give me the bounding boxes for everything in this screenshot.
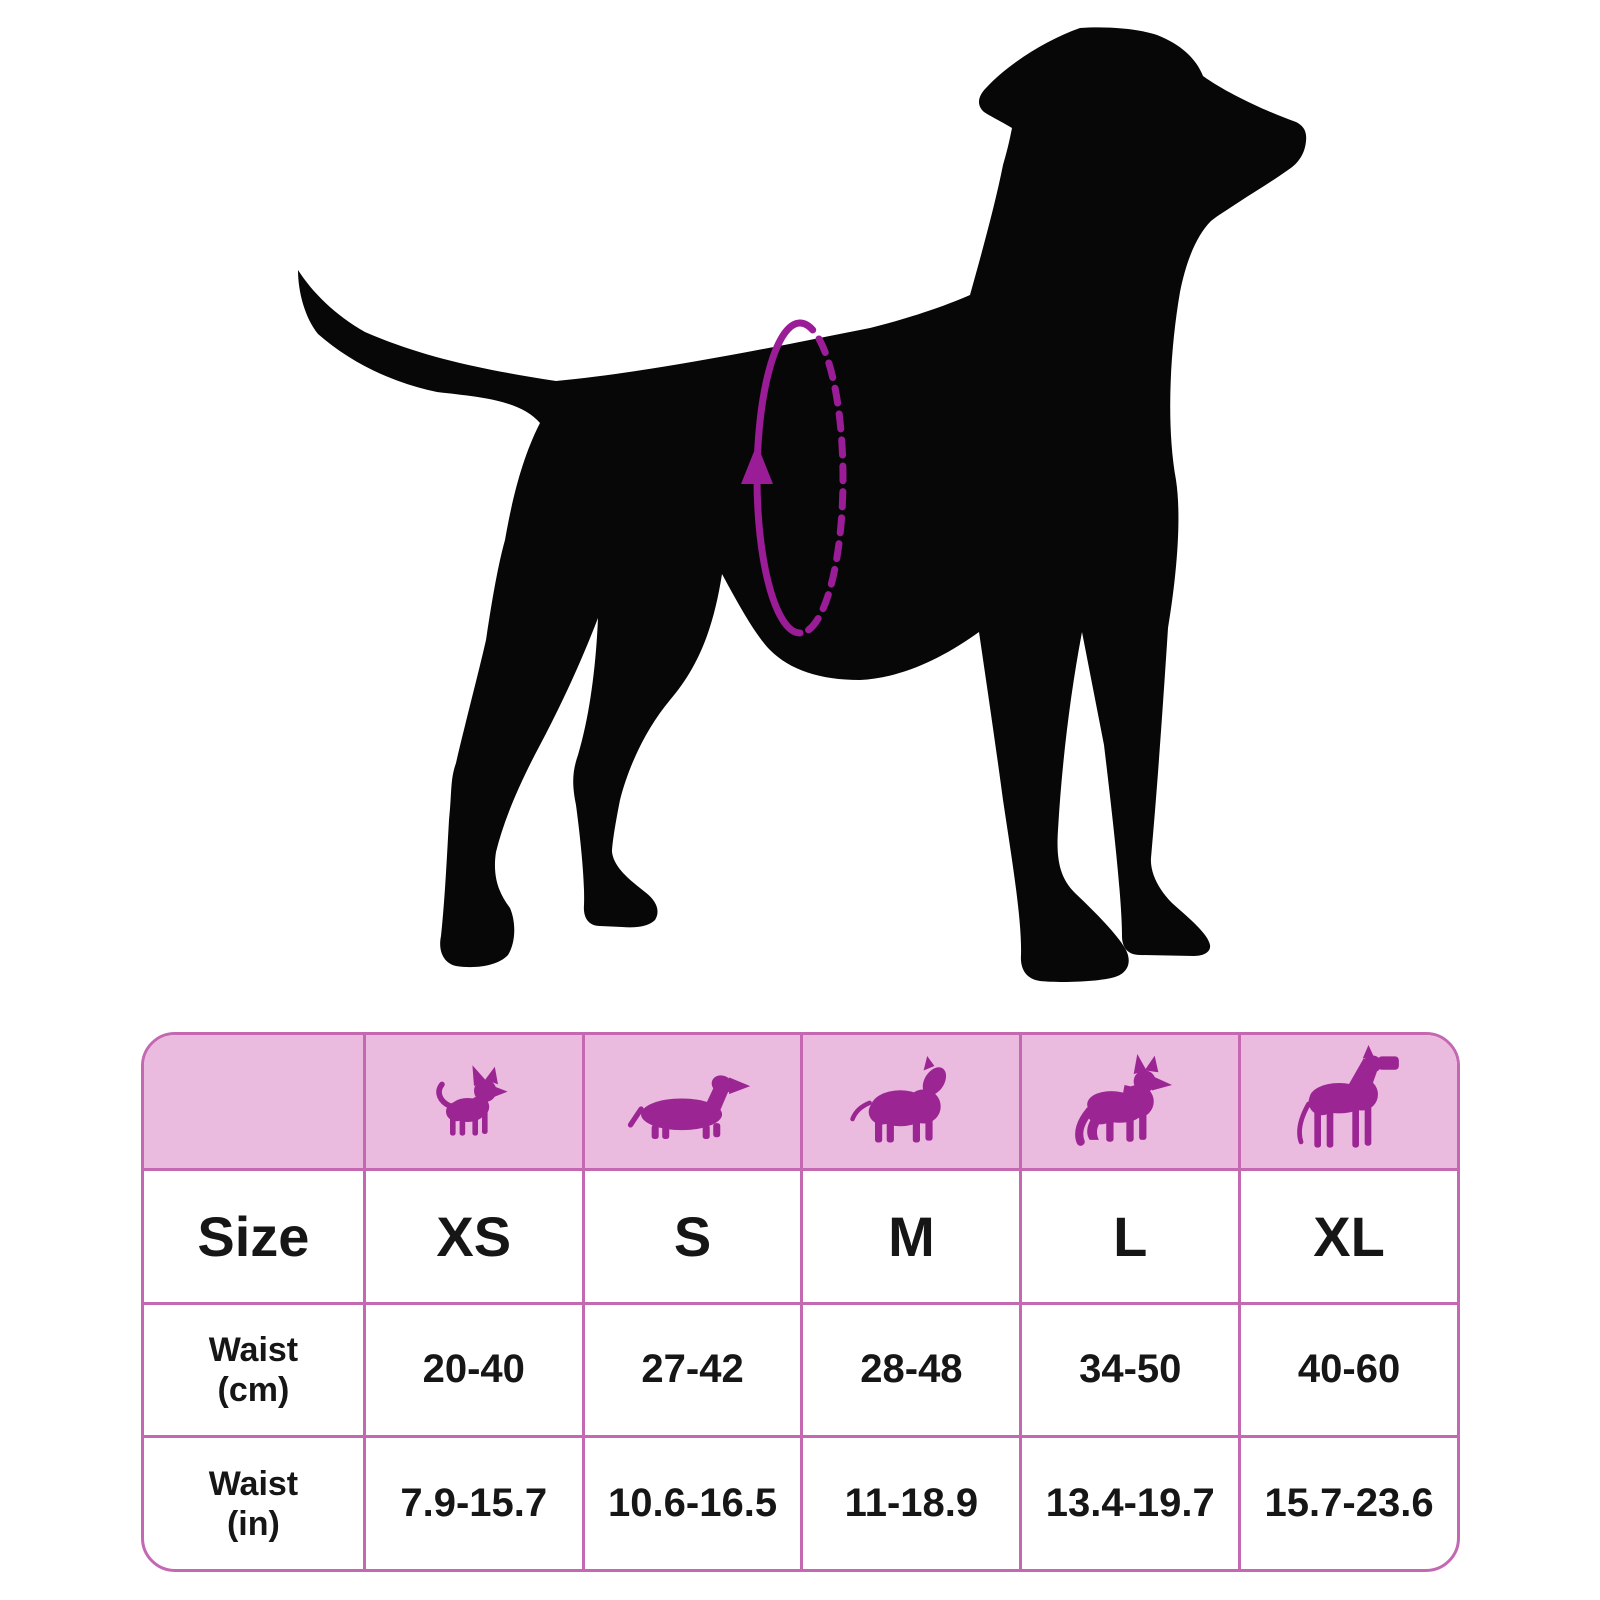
waist-cm-value: 27-42: [641, 1347, 744, 1392]
waist-in-cell-m: 11-18.9: [800, 1435, 1020, 1569]
german-shepherd-icon: [1075, 1053, 1173, 1146]
measure-direction-arrow-icon: [741, 444, 773, 484]
size-value: L: [1113, 1204, 1148, 1268]
waist-in-label-line1: Waist: [208, 1464, 299, 1503]
size-cell-l: L: [1019, 1168, 1239, 1302]
dog-silhouette-icon: [298, 27, 1307, 982]
size-value: M: [888, 1204, 935, 1268]
waist-in-value: 13.4-19.7: [1045, 1481, 1215, 1526]
chihuahua-icon: [436, 1064, 508, 1136]
waist-cm-label-line1: Waist: [208, 1330, 299, 1369]
size-cell-s: S: [581, 1168, 801, 1302]
dachshund-icon: [627, 1074, 750, 1139]
size-value: XS: [436, 1204, 512, 1268]
waist-in-value: 10.6-16.5: [608, 1481, 778, 1526]
bull-terrier-icon: [850, 1056, 947, 1143]
waist-cm-value: 28-48: [860, 1347, 963, 1392]
header-cell-xl: [1238, 1035, 1457, 1168]
size-cell-m: M: [800, 1168, 1020, 1302]
waist-in-cell-l: 13.4-19.7: [1019, 1435, 1239, 1569]
header-cell-xs: [362, 1035, 582, 1168]
waist-cm-cell-xl: 40-60: [1238, 1301, 1457, 1436]
waist-in-value: 11-18.9: [844, 1481, 979, 1526]
waist-in-cell-s: 10.6-16.5: [581, 1435, 801, 1569]
waist-cm-value: 20-40: [422, 1347, 525, 1392]
header-cell-l: [1019, 1035, 1239, 1168]
waist-cm-value: 40-60: [1297, 1347, 1401, 1392]
size-cell-xl: XL: [1238, 1168, 1457, 1302]
waist-in-value: 15.7-23.6: [1264, 1481, 1434, 1526]
row-label-waist-in: Waist (in): [144, 1435, 363, 1569]
size-cell-xs: XS: [362, 1168, 582, 1302]
table-corner-cell: [144, 1035, 363, 1168]
waist-cm-cell-l: 34-50: [1019, 1301, 1239, 1436]
size-row-label: Size: [197, 1204, 310, 1268]
great-dane-icon: [1297, 1044, 1399, 1148]
dog-measure-illustration: [298, 27, 1307, 982]
waist-cm-value: 34-50: [1079, 1347, 1182, 1392]
row-label-waist-cm: Waist (cm): [144, 1301, 363, 1436]
measure-ellipse-dashed-arc: [796, 319, 847, 637]
waist-in-value: 7.9-15.7: [400, 1481, 548, 1526]
waist-cm-cell-xs: 20-40: [362, 1301, 582, 1436]
header-cell-s: [581, 1035, 801, 1168]
waist-in-label-line2: (in): [226, 1504, 280, 1543]
waist-in-cell-xl: 15.7-23.6: [1238, 1435, 1457, 1569]
size-value: S: [673, 1204, 712, 1268]
size-value: XL: [1313, 1204, 1385, 1268]
size-chart-table: Size XS S M L XL Waist (cm) 20-40 27-42: [141, 1032, 1460, 1572]
waist-cm-label-line2: (cm): [217, 1370, 290, 1409]
waist-cm-cell-m: 28-48: [800, 1301, 1020, 1436]
row-label-size: Size: [144, 1168, 363, 1302]
header-cell-m: [800, 1035, 1020, 1168]
waist-in-cell-xs: 7.9-15.7: [362, 1435, 582, 1569]
waist-cm-cell-s: 27-42: [581, 1301, 801, 1436]
